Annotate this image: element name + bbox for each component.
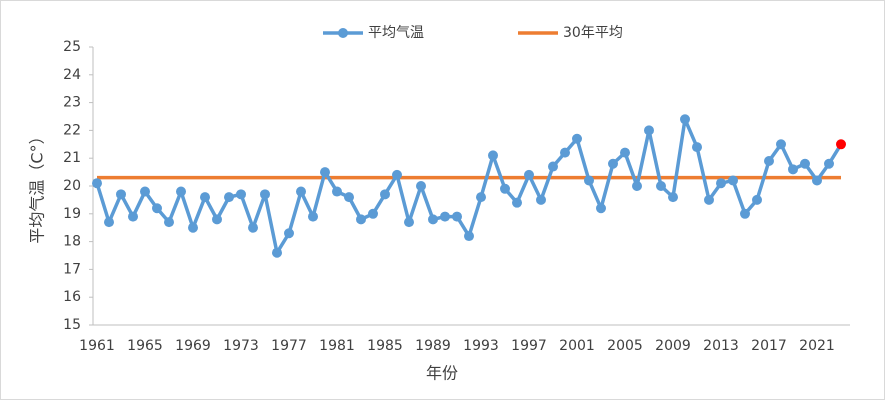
x-tick-label: 1961 — [79, 338, 115, 354]
y-tick-label: 19 — [63, 206, 81, 222]
marker — [392, 169, 402, 180]
y-tick-label: 18 — [63, 234, 81, 250]
marker — [92, 178, 102, 189]
marker — [632, 181, 642, 191]
y-tick-label: 20 — [63, 178, 81, 194]
marker — [152, 203, 162, 214]
marker — [512, 197, 522, 208]
marker — [584, 175, 594, 186]
y-tick-label: 23 — [63, 95, 81, 111]
y-tick-label: 22 — [63, 122, 81, 138]
x-tick-label: 1993 — [463, 338, 499, 354]
marker — [824, 158, 834, 169]
marker — [140, 186, 150, 197]
marker — [380, 189, 390, 200]
legend-label: 30年平均 — [563, 25, 623, 41]
marker — [788, 164, 798, 175]
marker — [200, 192, 210, 203]
marker — [620, 147, 630, 158]
marker — [812, 175, 822, 186]
marker — [752, 194, 762, 205]
marker — [416, 181, 426, 191]
marker — [224, 192, 234, 203]
marker — [536, 194, 546, 205]
marker — [104, 217, 114, 228]
marker — [776, 139, 786, 150]
x-tick-label: 2001 — [559, 338, 595, 354]
x-tick-label: 1969 — [175, 338, 211, 354]
marker — [164, 217, 174, 228]
marker — [572, 133, 582, 144]
x-tick-label: 2021 — [799, 338, 835, 354]
y-axis-title: 平均气温（C°） — [28, 128, 47, 243]
marker — [764, 155, 774, 166]
marker — [428, 214, 438, 225]
marker — [176, 186, 186, 197]
marker — [560, 147, 570, 158]
marker — [344, 192, 354, 203]
marker — [188, 222, 198, 233]
marker — [272, 247, 282, 258]
y-tick-label: 16 — [63, 289, 81, 305]
y-tick-label: 24 — [63, 67, 81, 83]
marker — [692, 142, 702, 153]
marker — [500, 183, 510, 194]
marker — [476, 192, 486, 203]
marker — [644, 125, 654, 136]
marker — [548, 161, 558, 172]
y-tick-label: 21 — [63, 150, 81, 166]
marker — [116, 189, 126, 200]
marker — [596, 203, 606, 214]
marker — [704, 194, 714, 205]
marker — [404, 217, 414, 228]
y-tick-label: 17 — [63, 261, 81, 277]
x-tick-label: 1965 — [127, 338, 163, 354]
marker — [236, 189, 246, 200]
marker — [212, 214, 222, 225]
marker — [680, 114, 690, 125]
marker — [524, 169, 534, 180]
marker — [800, 158, 810, 169]
marker — [440, 211, 450, 222]
marker — [464, 231, 474, 242]
x-tick-label: 2005 — [607, 338, 643, 354]
marker — [248, 222, 258, 233]
x-tick-label: 2009 — [655, 338, 691, 354]
x-tick-label: 2013 — [703, 338, 739, 354]
x-axis-title: 年份 — [426, 364, 458, 383]
marker — [128, 211, 138, 222]
y-tick-label: 15 — [63, 317, 81, 333]
y-tick-label: 25 — [63, 39, 81, 55]
marker — [368, 208, 378, 219]
marker — [728, 175, 738, 186]
marker — [356, 214, 366, 225]
x-tick-label: 1973 — [223, 338, 259, 354]
marker — [452, 211, 462, 222]
x-tick-label: 1989 — [415, 338, 451, 354]
marker — [716, 178, 726, 189]
marker — [656, 181, 666, 191]
marker — [284, 228, 294, 239]
x-tick-label: 1981 — [319, 338, 355, 354]
marker — [668, 192, 678, 203]
x-tick-label: 1977 — [271, 338, 307, 354]
marker — [608, 158, 618, 169]
legend-marker — [338, 28, 348, 38]
legend-label: 平均气温 — [368, 25, 424, 41]
marker — [260, 189, 270, 200]
x-tick-label: 1997 — [511, 338, 547, 354]
marker — [332, 186, 342, 197]
x-tick-label: 2017 — [751, 338, 787, 354]
marker — [488, 150, 498, 161]
highlight-marker — [836, 139, 846, 150]
marker — [740, 208, 750, 219]
marker — [296, 186, 306, 197]
x-tick-label: 1985 — [367, 338, 403, 354]
marker — [320, 167, 330, 178]
marker — [308, 211, 318, 222]
